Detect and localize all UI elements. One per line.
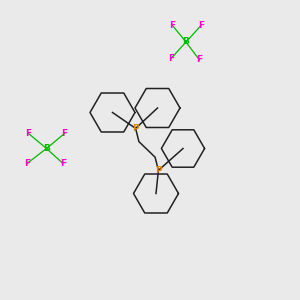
Text: P: P [155, 166, 162, 175]
Text: F: F [196, 56, 202, 64]
Text: F: F [60, 159, 66, 168]
Text: F: F [24, 159, 30, 168]
Text: F: F [169, 21, 175, 30]
Text: F: F [61, 129, 68, 138]
Text: P: P [132, 124, 139, 133]
Text: F: F [168, 54, 174, 63]
Text: F: F [26, 129, 32, 138]
Text: F: F [198, 21, 204, 30]
Text: B: B [183, 38, 189, 46]
Text: B: B [43, 144, 50, 153]
